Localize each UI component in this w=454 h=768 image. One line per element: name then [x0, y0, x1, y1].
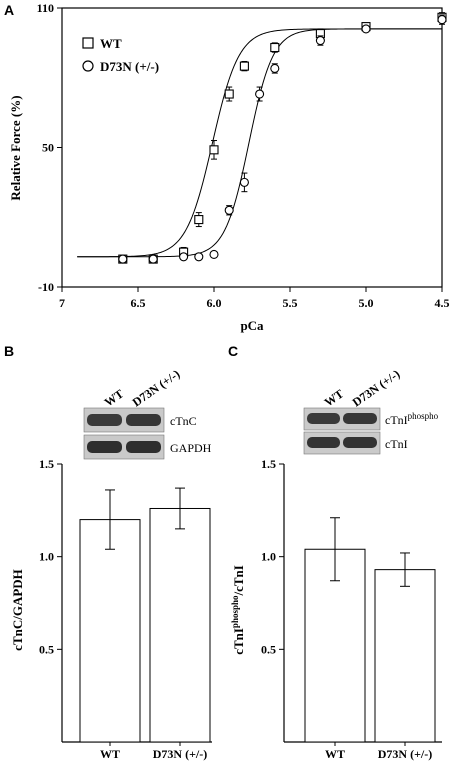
- y-tick-label: 1.5: [39, 457, 54, 471]
- blot-c-row-label-ctni: cTnI: [385, 437, 408, 451]
- x-tick-label: 4.5: [435, 296, 450, 310]
- x-tick-label: 5.0: [359, 296, 374, 310]
- panel-letter-b: B: [4, 343, 14, 359]
- x-category-label: WT: [325, 747, 345, 761]
- panel-a-y-ticks: -10 50 110: [37, 1, 62, 294]
- data-point-wt: [209, 145, 219, 155]
- data-point-d73n: [179, 252, 189, 262]
- x-category-label: D73N (+/-): [378, 747, 433, 761]
- data-point-wt: [194, 215, 204, 225]
- bar: [374, 569, 436, 743]
- blot-c-phospho-strip: [303, 407, 381, 431]
- data-point-d73n: [255, 89, 265, 99]
- data-point-d73n: [148, 254, 158, 264]
- y-tick-label: -10: [38, 280, 54, 294]
- panel-a-legend: WT D73N (+/-): [82, 36, 159, 74]
- data-point-d73n: [209, 249, 219, 259]
- data-point-d73n: [437, 15, 447, 25]
- x-tick-label: 7: [59, 296, 65, 310]
- y-tick-label: 0.5: [39, 642, 54, 656]
- data-point-d73n: [361, 24, 371, 34]
- panel-a-x-axis-label: pCa: [240, 318, 264, 333]
- y-tick-label: 50: [42, 141, 54, 155]
- bar: [304, 548, 366, 743]
- data-point-wt: [239, 61, 249, 71]
- data-point-d73n: [224, 205, 234, 215]
- data-point-wt: [270, 42, 280, 53]
- data-point-d73n: [270, 63, 280, 73]
- data-point-d73n: [194, 252, 204, 262]
- bar: [79, 519, 141, 743]
- panel-b-ctnc-bar-chart: WT D73N (+/-) cTnC GAPDH 0.51.01.5 WT D73…: [10, 367, 212, 761]
- blot-c-row-label-ctni-phospho: cTnIphospho: [385, 411, 439, 427]
- data-point-d73n: [239, 177, 249, 187]
- blot-b-row-label-ctnc: cTnC: [170, 414, 197, 428]
- y-tick-label: 0.5: [261, 642, 276, 656]
- panel-c-ctni-bar-chart: WT D73N (+/-) cTnIphospho cTnI 0.5 1.0 1.5…: [230, 367, 442, 761]
- panel-b-y-ticks: 0.5 1.0 1.5: [39, 457, 62, 656]
- blot-b-row-label-gapdh: GAPDH: [170, 441, 212, 455]
- x-tick-label: 6.0: [207, 296, 222, 310]
- panel-letter-c: C: [228, 343, 238, 359]
- data-point-d73n: [315, 35, 325, 46]
- panel-c-y-ticks: 0.5 1.0 1.5: [261, 457, 284, 656]
- legend-circle-marker: [82, 60, 94, 72]
- panel-letter-a: A: [4, 2, 14, 18]
- panel-b-bars: WT D73N (+/-): [79, 487, 211, 761]
- y-tick-label: 1.0: [261, 550, 276, 564]
- panel-a-x-ticks: 7 6.5 6.0 5.5 5.0 4.5: [59, 287, 450, 310]
- blot-b-col-wt: WT: [102, 387, 126, 410]
- panel-a-pca-force-chart: 7 6.5 6.0 5.5 5.0 4.5 -10 50 110 pCa Relative F…: [8, 1, 450, 333]
- bar: [149, 507, 211, 743]
- panel-b-y-axis-label: cTnC/GAPDH: [10, 569, 25, 651]
- blot-b-ctnc-strip: [83, 407, 165, 433]
- panel-c-bars: WT D73N (+/-): [304, 517, 436, 761]
- legend-label-d73n: D73N (+/-): [100, 59, 159, 74]
- y-tick-label: 110: [37, 1, 54, 15]
- y-tick-label: 1.0: [39, 550, 54, 564]
- legend-square-marker: [82, 37, 94, 49]
- blot-c-ctni-strip: [303, 431, 381, 455]
- legend-label-wt: WT: [100, 36, 122, 51]
- blot-c-col-d73n: D73N (+/-): [350, 367, 403, 410]
- y-tick-label: 1.5: [261, 457, 276, 471]
- data-point-d73n: [118, 254, 128, 264]
- panel-a-y-axis-label: Relative Force (%): [8, 95, 23, 200]
- x-category-label: D73N (+/-): [153, 747, 208, 761]
- panel-c-y-axis-label: cTnIphospho/cTnI: [230, 565, 246, 655]
- blot-b-gapdh-strip: [83, 434, 165, 460]
- x-category-label: WT: [100, 747, 120, 761]
- x-tick-label: 5.5: [283, 296, 298, 310]
- blot-b-col-d73n: D73N (+/-): [130, 367, 183, 410]
- blot-c-col-wt: WT: [322, 387, 346, 410]
- panel-a-data-points: [118, 12, 447, 264]
- x-tick-label: 6.5: [131, 296, 146, 310]
- data-point-wt: [224, 89, 234, 99]
